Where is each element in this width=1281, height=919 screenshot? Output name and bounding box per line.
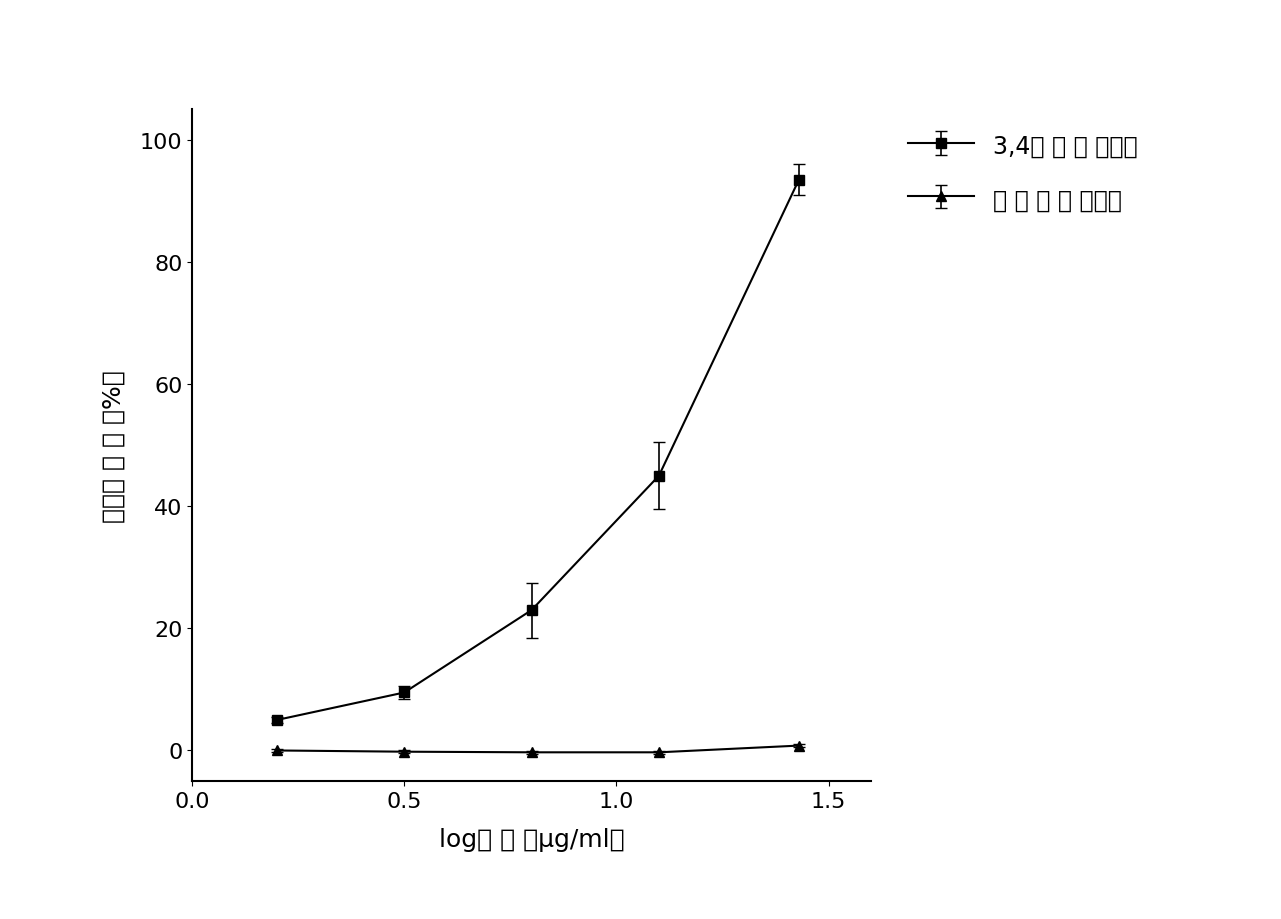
X-axis label: log剑 量 （μg/ml）: log剑 量 （μg/ml） [439, 827, 624, 852]
Legend: 3,4二 氯 苯 基双胍, 阴 性 对 照 化合物: 3,4二 氯 苯 基双胍, 阴 性 对 照 化合物 [897, 122, 1150, 224]
Y-axis label: 粘附抑 制 率 （%）: 粘附抑 制 率 （%） [102, 369, 126, 522]
